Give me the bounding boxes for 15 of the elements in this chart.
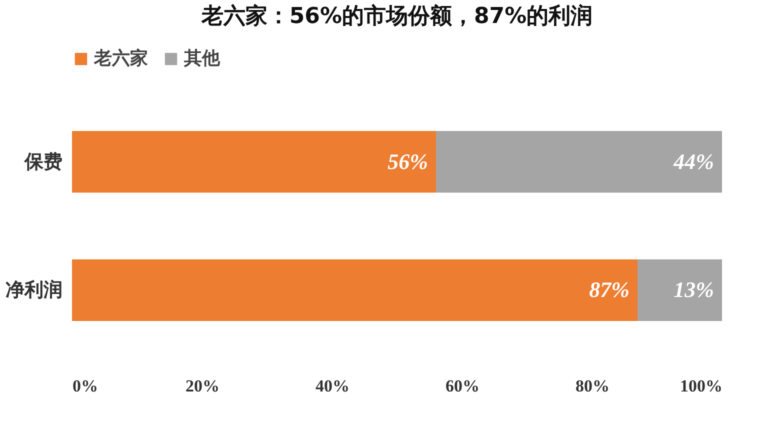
y-tick-label: 保费 [24,150,62,173]
x-tick-label: 100% [680,376,722,396]
data-label: 56% [388,148,428,174]
legend-label: 老六家 [93,48,148,69]
data-label: 87% [589,277,630,302]
x-tick-label: 40% [316,376,350,396]
chart-title: 老六家：56%的市场份额，87%的利润 [200,3,593,29]
x-tick-label: 0% [72,376,98,396]
data-label: 13% [674,277,714,302]
x-tick-label: 20% [186,376,220,396]
y-tick-label: 净利润 [6,279,62,302]
data-label: 44% [672,148,714,174]
x-tick-label: 80% [576,376,610,396]
x-tick-label: 60% [446,376,480,396]
legend-label: 其他 [183,48,221,69]
